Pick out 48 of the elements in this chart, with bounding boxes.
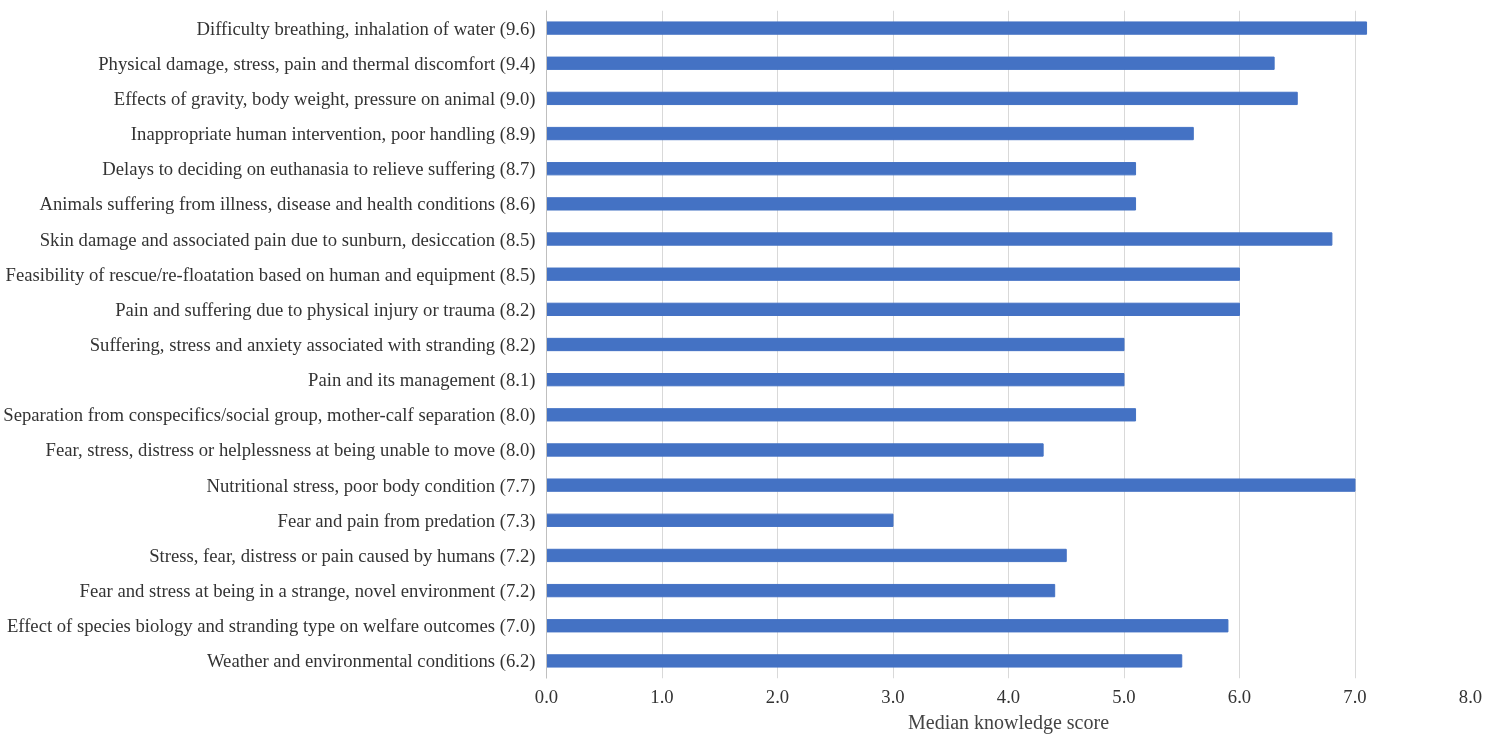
- x-tick-label: 3.0: [881, 685, 905, 707]
- y-tick-label: Inappropriate human intervention, poor handling (8.9): [130, 123, 536, 146]
- bar: [546, 126, 1194, 141]
- x-tick-label: 0.0: [534, 685, 559, 707]
- x-axis-title: Median knowledge score: [907, 710, 1110, 734]
- x-tick-label: 6.0: [1227, 685, 1252, 707]
- bar: [546, 91, 1298, 106]
- y-tick-label: Physical damage, stress, pain and thermal discomfort (9.4): [98, 52, 536, 75]
- bar: [546, 56, 1275, 70]
- y-tick-label: Nutritional stress, poor body condition (7.7): [206, 474, 536, 497]
- y-tick-label: Pain and suffering due to physical injury or trauma (8.2): [115, 298, 536, 321]
- bar: [546, 654, 1183, 668]
- bar: [546, 619, 1229, 633]
- x-tick-label: 7.0: [1343, 685, 1367, 707]
- y-tick-label: Delays to deciding on euthanasia to relieve suffering (8.7): [102, 158, 536, 181]
- bar: [546, 478, 1356, 492]
- y-tick-label: Fear and pain from predation (7.3): [277, 509, 536, 532]
- x-tick-label: 5.0: [1112, 685, 1136, 707]
- y-tick-label: Weather and environmental conditions (6.2): [206, 650, 536, 673]
- bar: [546, 583, 1056, 598]
- x-tick-label: 2.0: [765, 685, 790, 707]
- x-tick-label: 1.0: [650, 685, 674, 707]
- bar: [546, 443, 1044, 457]
- bar: [546, 267, 1240, 281]
- y-tick-label: Animals suffering from illness, disease and health conditions (8.6): [39, 193, 536, 216]
- bar: [546, 548, 1067, 563]
- bar: [546, 408, 1137, 422]
- bar: [546, 232, 1333, 246]
- x-tick-label: 8.0: [1458, 685, 1483, 707]
- bar: [546, 21, 1368, 35]
- y-tick-label: Skin damage and associated pain due to sunburn, desiccation (8.5): [39, 228, 536, 251]
- y-tick-label: Fear, stress, distress or helplessness at being unable to move (8.0): [45, 439, 536, 462]
- bar: [546, 513, 894, 527]
- y-tick-label: Fear and stress at being in a strange, novel environment (7.2): [79, 580, 536, 603]
- y-tick-label: Effect of species biology and stranding type on welfare outcomes (7.0): [6, 615, 536, 638]
- y-tick-label: Pain and its management (8.1): [308, 369, 536, 392]
- y-tick-label: Effects of gravity, body weight, pressure on animal (9.0): [113, 87, 536, 110]
- y-tick-label: Suffering, stress and anxiety associated with stranding (8.2): [89, 334, 536, 356]
- bar: [546, 373, 1125, 387]
- y-tick-label: Stress, fear, distress or pain caused by humans (7.2): [149, 544, 536, 567]
- y-tick-label: Separation from conspecifics/social group, mother-calf separation (8.0): [3, 404, 536, 427]
- bar: [546, 302, 1240, 316]
- bar: [546, 162, 1137, 176]
- bar: [546, 337, 1125, 352]
- bar: [546, 197, 1137, 211]
- y-tick-label: Difficulty breathing, inhalation of water (9.6): [196, 17, 536, 40]
- y-tick-label: Feasibility of rescue/re-floatation based on human and equipment (8.5): [5, 263, 536, 286]
- x-tick-label: 4.0: [996, 685, 1021, 707]
